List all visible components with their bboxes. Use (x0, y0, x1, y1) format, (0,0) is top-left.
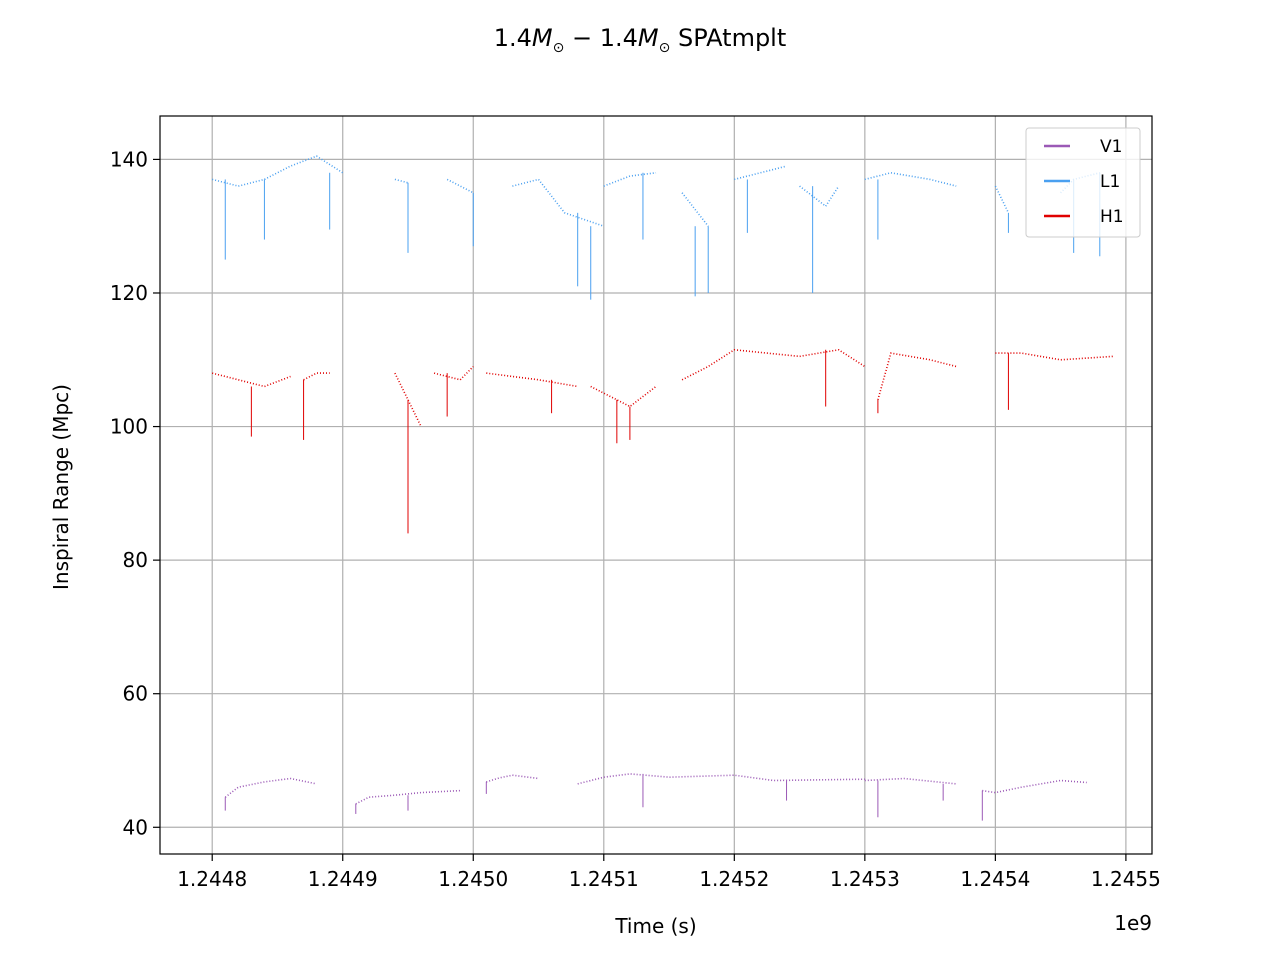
y-axis-label: Inspiral Range (Mpc) (49, 384, 73, 590)
title-mid: − 1.4 (564, 24, 638, 52)
y-tick-label: 60 (123, 682, 148, 706)
grid (160, 116, 1152, 854)
ticks: 1.2448 1.2449 1.2450 1.2451 1.2452 1.2453 1.24… (110, 147, 1161, 891)
title-symbol-2: M (638, 24, 659, 52)
series-line (355, 789, 461, 805)
title-sub-2: ⊙ (659, 40, 671, 56)
title-prefix: 1.4 (494, 24, 532, 52)
series-line (994, 185, 1010, 214)
y-tick-label: 100 (110, 415, 148, 439)
series-l1 (212, 155, 1101, 300)
series-line (446, 178, 474, 194)
title-suffix: SPAtmplt (670, 24, 786, 52)
series-line (212, 372, 291, 388)
series-line (433, 365, 474, 381)
title-symbol: M (532, 24, 553, 52)
chart-title: 1.4M⊙ − 1.4M⊙ SPAtmplt (494, 24, 787, 56)
series-line (512, 178, 605, 227)
series-line (982, 779, 1087, 794)
legend-box (1025, 127, 1141, 238)
legend-label: V1 (1100, 137, 1122, 157)
x-axis-label: Time (s) (614, 914, 696, 938)
x-tick-label: 1.2454 (960, 867, 1030, 891)
x-tick-label: 1.2452 (699, 867, 769, 891)
series-line (864, 777, 957, 785)
y-tick-label: 40 (123, 815, 148, 839)
y-tick-label: 80 (123, 548, 148, 572)
legend-label: L1 (1100, 172, 1120, 192)
series-line (590, 385, 657, 408)
series-line (681, 348, 866, 381)
x-tick-label: 1.2450 (438, 867, 508, 891)
legend: V1 L1 H1 (1025, 127, 1141, 238)
x-offset-label: 1e9 (1114, 911, 1152, 935)
series-line (486, 372, 578, 388)
series-v1 (224, 773, 1087, 821)
series-line (603, 172, 657, 187)
y-tick-label: 120 (110, 281, 148, 305)
series-line (486, 774, 539, 783)
x-tick-label: 1.2451 (569, 867, 639, 891)
plot-data (212, 155, 1113, 821)
series-line (394, 372, 422, 427)
series-line (577, 773, 865, 785)
series-line (303, 372, 330, 381)
y-tick-label: 140 (110, 147, 148, 171)
x-tick-label: 1.2453 (830, 867, 900, 891)
legend-label: H1 (1100, 207, 1124, 227)
series-line (995, 352, 1113, 361)
series-h1 (212, 348, 1113, 534)
plot-frame (159, 115, 1153, 855)
series-line (212, 155, 344, 187)
series-line (864, 171, 957, 187)
series-line (681, 192, 709, 227)
title-sub: ⊙ (553, 40, 565, 56)
x-tick-label: 1.2455 (1091, 867, 1161, 891)
x-tick-label: 1.2449 (308, 867, 378, 891)
series-line (877, 352, 957, 401)
x-tick-label: 1.2448 (177, 867, 247, 891)
series-line (394, 178, 409, 184)
series-line (734, 165, 787, 181)
series-line (224, 777, 317, 798)
series-line (799, 185, 840, 208)
